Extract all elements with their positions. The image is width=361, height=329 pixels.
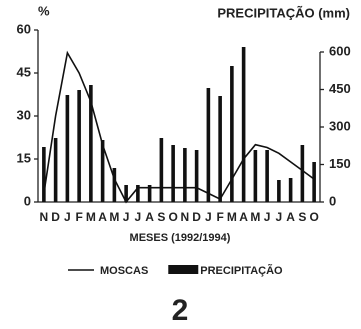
bar [230, 66, 234, 202]
bar [77, 90, 81, 202]
bar [136, 185, 140, 202]
y2-tick-label: 0 [329, 193, 336, 208]
x-tick-label: A [98, 210, 107, 224]
bar [124, 185, 128, 202]
y2-axis-label: PRECIPITAÇÃO (mm) [217, 5, 350, 20]
y2-tick-label: 600 [329, 43, 351, 58]
x-tick-label: D [192, 210, 201, 224]
x-tick-label: S [298, 210, 306, 224]
x-tick-label: J [123, 210, 130, 224]
x-tick-label: J [135, 210, 142, 224]
x-tick-label: M [227, 210, 237, 224]
bar [65, 95, 70, 202]
bar [300, 145, 305, 202]
legend-label: PRECIPITAÇÃO [200, 264, 283, 277]
bar [253, 150, 258, 202]
bar [42, 147, 46, 202]
x-tick-label: A [239, 210, 248, 224]
bar [89, 85, 93, 202]
y-tick-label: 15 [17, 150, 31, 165]
bar [206, 88, 211, 202]
legend-label: MOSCAS [100, 265, 148, 277]
x-tick-label: J [264, 210, 271, 224]
bar [265, 150, 269, 202]
bar [288, 178, 293, 202]
x-tick-label: N [40, 210, 49, 224]
bar [241, 47, 246, 202]
y-tick-label: 60 [17, 21, 31, 36]
x-tick-label: D [51, 210, 60, 224]
y-tick-label: 0 [24, 193, 31, 208]
bar [100, 140, 105, 202]
bar [183, 148, 187, 202]
figure-number: 2 [172, 294, 189, 327]
bar [277, 180, 281, 202]
bar [194, 150, 199, 202]
y-axis-label: % [38, 3, 50, 18]
x-axis-label: MESES (1992/1994) [130, 232, 231, 244]
bar [218, 96, 222, 202]
bar [53, 138, 58, 202]
x-tick-label: A [286, 210, 295, 224]
y2-tick-label: 300 [329, 118, 351, 133]
bar [112, 168, 117, 202]
bar [312, 162, 316, 202]
y-tick-label: 30 [17, 107, 31, 122]
bar [147, 185, 152, 202]
x-tick-label: M [250, 210, 260, 224]
x-tick-label: J [205, 210, 212, 224]
x-tick-label: F [75, 210, 82, 224]
y2-tick-label: 450 [329, 81, 351, 96]
x-tick-label: M [109, 210, 119, 224]
x-tick-label: S [157, 210, 165, 224]
x-tick-label: O [168, 210, 177, 224]
x-tick-label: J [276, 210, 283, 224]
bar [159, 138, 164, 202]
y2-tick-label: 150 [329, 156, 351, 171]
y-tick-label: 45 [17, 64, 31, 79]
x-tick-label: O [309, 210, 318, 224]
line [43, 50, 315, 204]
bar [171, 145, 175, 202]
x-tick-label: F [216, 210, 223, 224]
x-tick-label: N [181, 210, 190, 224]
x-tick-label: A [145, 210, 154, 224]
x-tick-label: J [64, 210, 71, 224]
x-tick-label: M [86, 210, 96, 224]
legend-swatch [168, 265, 199, 274]
